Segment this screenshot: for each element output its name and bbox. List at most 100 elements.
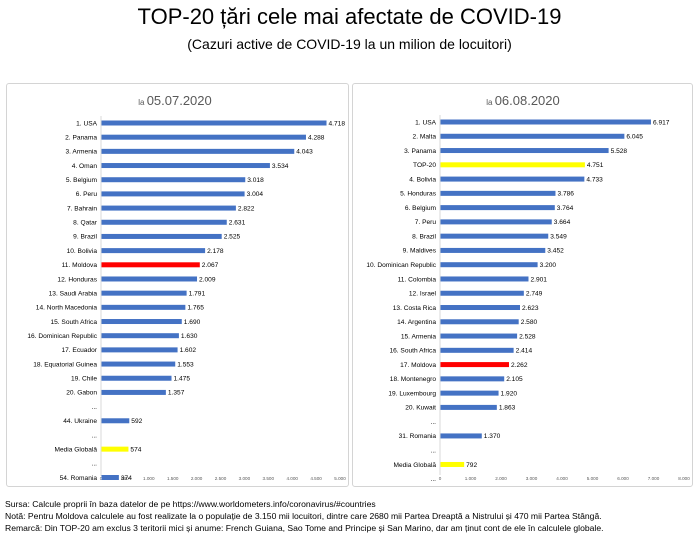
chart2-category-label: 4. Bolivia — [409, 176, 436, 183]
chart1-value-label: 3.018 — [247, 177, 264, 184]
chart1-value-label: 592 — [131, 418, 142, 425]
chart-subtitle: (Cazuri active de COVID-19 la un milion … — [187, 36, 512, 52]
chart2-value-label: 3.200 — [540, 262, 557, 269]
chart1-bar — [101, 475, 119, 480]
chart1-bar — [101, 219, 227, 225]
chart1-x-tick-label: 3.000 — [239, 476, 251, 481]
chart1-category-label: 11. Moldova — [62, 262, 98, 269]
chart2-category-label: ... — [431, 419, 437, 426]
chart2-category-label: Media Globală — [393, 462, 436, 469]
chart1-x-tick-label: 4.000 — [286, 476, 298, 481]
chart2-category-label: ... — [431, 448, 437, 455]
chart2-value-label: 3.786 — [557, 191, 574, 198]
chart1-bar — [101, 120, 327, 126]
chart1-x-tick-label: 1.500 — [167, 476, 179, 481]
chart1-x-tick-label: 0 — [100, 476, 103, 481]
chart2-value-label: 4.751 — [587, 162, 604, 169]
chart1-category-label: 6. Peru — [76, 191, 98, 198]
chart2-x-tick-label: 8.000 — [678, 476, 690, 481]
chart2-bar — [440, 205, 555, 211]
chart1-category-label: 17. Ecuador — [61, 347, 97, 354]
chart2-value-label: 2.528 — [519, 333, 536, 340]
chart2-x-tick-label: 3.000 — [526, 476, 538, 481]
chart1-bar — [101, 347, 178, 353]
chart1-bar — [101, 304, 186, 310]
chart1-value-label: 3.534 — [272, 163, 289, 170]
chart1-value-label: 2.631 — [229, 220, 246, 227]
chart1-bar — [101, 418, 130, 424]
chart2-bar — [440, 461, 465, 467]
chart2-bar — [440, 148, 609, 154]
chart2-category-label: 18. Montenegro — [390, 376, 437, 383]
chart1-value-label: 2.178 — [207, 248, 224, 255]
chart1-category-label: 8. Qatar — [73, 220, 98, 227]
chart1-value-label: 1.690 — [184, 319, 201, 326]
chart2-x-tick-label: 2.000 — [495, 476, 507, 481]
chart1-title: la 05.07.2020 — [138, 93, 212, 108]
chart1-category-label: 2. Panama — [65, 134, 97, 141]
chart2-value-label: 4.733 — [586, 176, 603, 183]
chart1-bar — [101, 205, 236, 211]
chart2-value-label: 6.045 — [626, 134, 643, 141]
chart2-value-label: 3.452 — [547, 248, 564, 255]
chart1-value-label: 374 — [121, 475, 132, 482]
chart2-x-tick-label: 7.000 — [648, 476, 660, 481]
chart2-title: la 06.08.2020 — [486, 93, 560, 108]
chart1-category-label: 12. Honduras — [57, 276, 97, 283]
chart1-value-label: 1.553 — [177, 361, 194, 368]
chart1-value-label: 1.475 — [174, 376, 191, 383]
chart2-title-date: 06.08.2020 — [495, 93, 560, 108]
chart2-bar — [440, 233, 549, 239]
chart2-bar — [440, 262, 538, 268]
chart1-bar — [101, 389, 166, 395]
chart2-title-prefix: la — [486, 98, 494, 107]
chart2-value-label: 2.901 — [530, 276, 547, 283]
chart2-bar — [440, 190, 556, 196]
chart2-value-label: 1.863 — [499, 405, 516, 412]
chart1-value-label: 4.718 — [329, 120, 346, 127]
chart2-category-label: 11. Colombia — [398, 276, 437, 283]
chart2-x-tick-label: 1.000 — [465, 476, 477, 481]
chart1-category-label: 18. Equatorial Guinea — [33, 361, 97, 368]
chart1-bar — [101, 262, 200, 268]
chart2-value-label: 2.262 — [511, 362, 528, 369]
chart2-bar — [440, 247, 546, 253]
chart1-value-label: 1.602 — [180, 347, 197, 354]
chart1-bar — [101, 361, 176, 367]
chart-right-svg: la 06.08.2020 0 1.000 2.000 3.000 4.000 5.000 6… — [366, 93, 690, 483]
chart1-bar — [101, 276, 198, 282]
chart1-category-label: 20. Gabon — [66, 390, 97, 397]
chart1-category-label: 13. Saudi Arabia — [49, 290, 98, 297]
chart2-value-label: 5.528 — [611, 148, 628, 155]
chart1-bar — [101, 163, 270, 169]
chart1-category-label: ... — [92, 432, 98, 439]
chart2-x-tick-label: 5.000 — [587, 476, 599, 481]
chart1-value-label: 2.067 — [202, 262, 219, 269]
chart1-x-tick-label: 2.500 — [215, 476, 227, 481]
chart2-bar — [440, 362, 509, 368]
chart1-bar — [101, 233, 222, 239]
chart2-bar — [440, 305, 521, 311]
chart2-category-label: 10. Dominican Republic — [366, 262, 436, 269]
chart2-category-label: 12. Israel — [409, 291, 437, 298]
chart2-x-tick-label: 4.000 — [556, 476, 568, 481]
chart2-category-label: 7. Peru — [415, 219, 437, 226]
chart1-category-label: 14. North Macedonia — [36, 305, 98, 312]
chart2-category-label: ... — [431, 476, 437, 483]
source-note: Sursa: Calcule proprii în baza datelor d… — [5, 499, 376, 509]
chart1-x-tick-label: 500 — [121, 476, 129, 481]
moldova-note: Notă: Pentru Moldova calculele au fost r… — [5, 511, 602, 521]
chart1-bar — [101, 191, 245, 197]
chart1-value-label: 2.822 — [238, 205, 255, 212]
chart2-category-label: 17. Moldova — [400, 362, 436, 369]
chart1-value-label: 1.791 — [189, 290, 206, 297]
chart2-category-label: 19. Luxembourg — [388, 390, 436, 397]
chart1-bar — [101, 134, 306, 140]
chart1-value-label: 4.288 — [308, 134, 325, 141]
chart2-bar — [440, 276, 529, 282]
chart1-title-prefix: la — [138, 98, 146, 107]
chart2-category-label: 2. Malta — [413, 134, 437, 141]
chart1-x-tick-label: 3.500 — [263, 476, 275, 481]
chart1-category-label: 54. Romania — [60, 475, 98, 482]
chart1-value-label: 1.630 — [181, 333, 198, 340]
